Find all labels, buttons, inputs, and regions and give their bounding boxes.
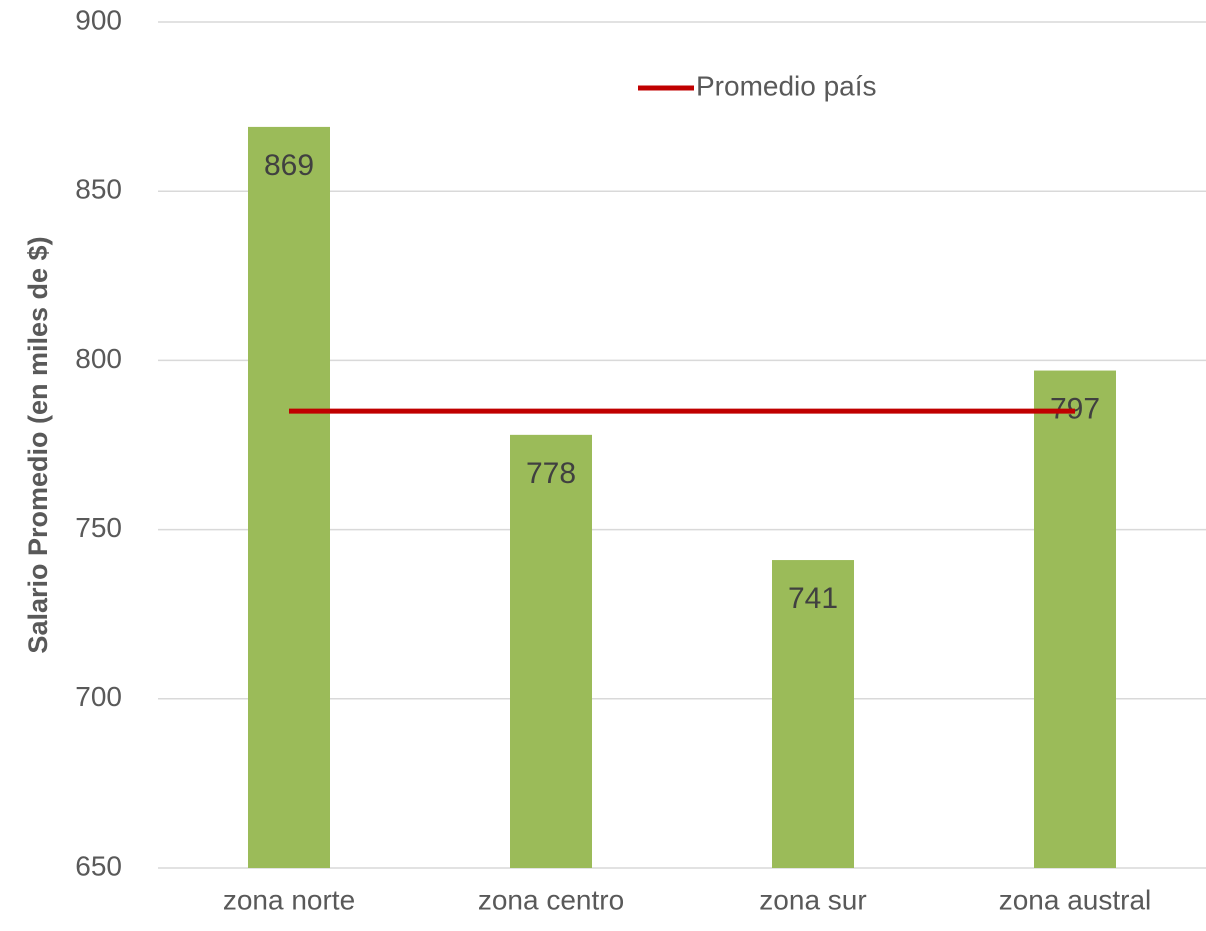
bar xyxy=(772,560,854,868)
y-tick-label: 800 xyxy=(75,343,122,374)
data-label: 778 xyxy=(526,457,576,490)
x-tick-label: zona austral xyxy=(999,884,1152,915)
bar xyxy=(1034,370,1116,868)
y-tick-label: 750 xyxy=(75,512,122,543)
y-axis-label: Salario Promedio (en miles de $) xyxy=(23,236,53,653)
y-tick-label: 650 xyxy=(75,850,122,881)
x-tick-label: zona centro xyxy=(478,884,624,915)
y-tick-label: 900 xyxy=(75,4,122,35)
x-tick-label: zona sur xyxy=(759,884,866,915)
y-tick-label: 700 xyxy=(75,681,122,712)
data-label: 869 xyxy=(264,149,314,182)
bar xyxy=(510,434,592,868)
x-tick-label: zona norte xyxy=(223,884,355,915)
y-tick-label: 850 xyxy=(75,174,122,205)
legend-label: Promedio país xyxy=(696,70,877,101)
data-label: 741 xyxy=(788,582,838,615)
bar xyxy=(248,126,330,869)
